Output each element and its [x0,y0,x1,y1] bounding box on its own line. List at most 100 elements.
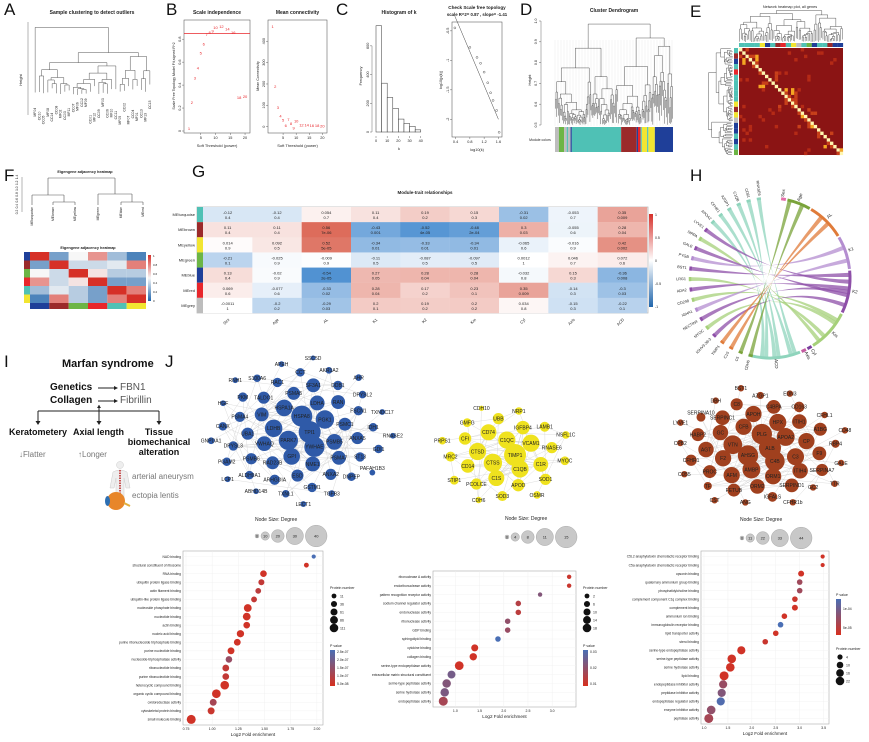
network-node[interactable] [792,414,807,429]
network-node[interactable] [245,453,257,465]
network-node[interactable] [765,451,785,471]
network-node[interactable] [831,480,838,487]
network-node[interactable] [253,488,259,495]
network-node[interactable] [750,479,765,494]
network-node[interactable] [374,444,383,454]
network-node[interactable] [449,475,459,485]
network-node[interactable] [512,478,525,492]
network-node[interactable] [480,424,497,441]
network-node[interactable] [353,405,364,416]
network-node[interactable] [338,417,352,431]
network-node[interactable] [715,410,730,426]
network-node[interactable] [283,448,300,465]
network-node[interactable] [539,421,550,432]
network-node[interactable] [727,483,741,497]
network-node[interactable] [304,436,325,457]
network-node[interactable] [238,392,248,402]
network-node[interactable] [745,405,762,423]
network-node[interactable] [711,496,718,504]
network-node[interactable] [278,430,299,451]
network-node[interactable] [266,456,280,470]
network-node[interactable] [458,432,472,445]
network-node[interactable] [445,451,456,462]
network-node[interactable] [786,448,805,466]
network-node[interactable] [712,424,729,441]
network-node[interactable] [560,456,570,466]
network-node[interactable] [460,459,475,473]
network-node[interactable] [483,453,503,473]
network-node[interactable] [742,460,761,479]
network-node[interactable] [462,418,472,428]
network-node[interactable] [307,482,317,493]
network-node[interactable] [784,478,799,493]
network-node[interactable] [355,374,362,381]
network-node[interactable] [516,420,530,435]
network-node[interactable] [269,474,280,485]
network-node[interactable] [228,441,238,451]
network-node[interactable] [300,501,307,507]
network-node[interactable] [691,428,705,442]
network-node[interactable] [389,432,396,439]
network-node[interactable] [232,377,239,384]
network-node[interactable] [438,436,447,445]
network-node[interactable] [306,378,321,393]
network-node[interactable] [281,489,290,498]
network-node[interactable] [766,399,781,414]
network-node[interactable] [497,491,508,502]
network-node[interactable] [792,463,808,479]
network-node[interactable] [723,435,743,455]
network-node[interactable] [278,361,285,368]
network-node[interactable] [328,490,336,497]
network-node[interactable] [511,460,529,478]
network-node[interactable] [355,452,365,462]
network-node[interactable] [305,456,321,472]
network-node[interactable] [347,472,356,481]
network-node[interactable] [813,422,827,436]
network-node[interactable] [815,463,829,477]
network-node[interactable] [331,395,346,409]
network-node[interactable] [241,427,254,440]
network-node[interactable] [369,469,376,476]
network-node[interactable] [539,473,552,485]
network-node[interactable] [703,481,712,491]
network-node[interactable] [275,399,293,417]
network-node[interactable] [723,467,740,484]
network-node[interactable] [264,419,283,438]
network-node[interactable] [776,428,795,446]
network-node[interactable] [492,413,504,425]
network-node[interactable] [218,422,228,431]
network-node[interactable] [677,439,684,447]
network-node[interactable] [698,441,714,458]
network-node[interactable] [291,469,304,482]
network-node[interactable] [812,446,827,461]
network-node[interactable] [498,431,516,449]
network-node[interactable] [730,398,743,411]
network-node[interactable] [254,407,269,422]
network-node[interactable] [222,457,231,466]
network-node[interactable] [475,496,482,504]
network-node[interactable] [220,400,226,407]
network-node[interactable] [325,366,333,374]
network-node[interactable] [309,395,325,411]
network-node[interactable] [769,413,787,431]
network-node[interactable] [287,386,301,400]
network-node[interactable] [714,450,732,467]
network-node[interactable] [296,368,305,377]
network-node[interactable] [351,432,364,445]
network-node[interactable] [735,418,752,435]
network-node[interactable] [703,465,717,479]
network-node[interactable] [207,437,215,445]
network-node[interactable] [326,434,343,450]
network-node[interactable] [546,442,558,454]
network-node[interactable] [756,391,765,400]
network-node[interactable] [253,374,261,383]
network-node[interactable] [677,419,684,426]
network-node[interactable] [358,390,367,399]
network-node[interactable] [767,491,778,502]
network-node[interactable] [515,407,523,415]
network-node[interactable] [798,432,815,450]
network-node[interactable] [809,484,817,491]
network-node[interactable] [562,431,570,439]
network-node[interactable] [470,478,483,490]
network-node[interactable] [737,384,745,392]
